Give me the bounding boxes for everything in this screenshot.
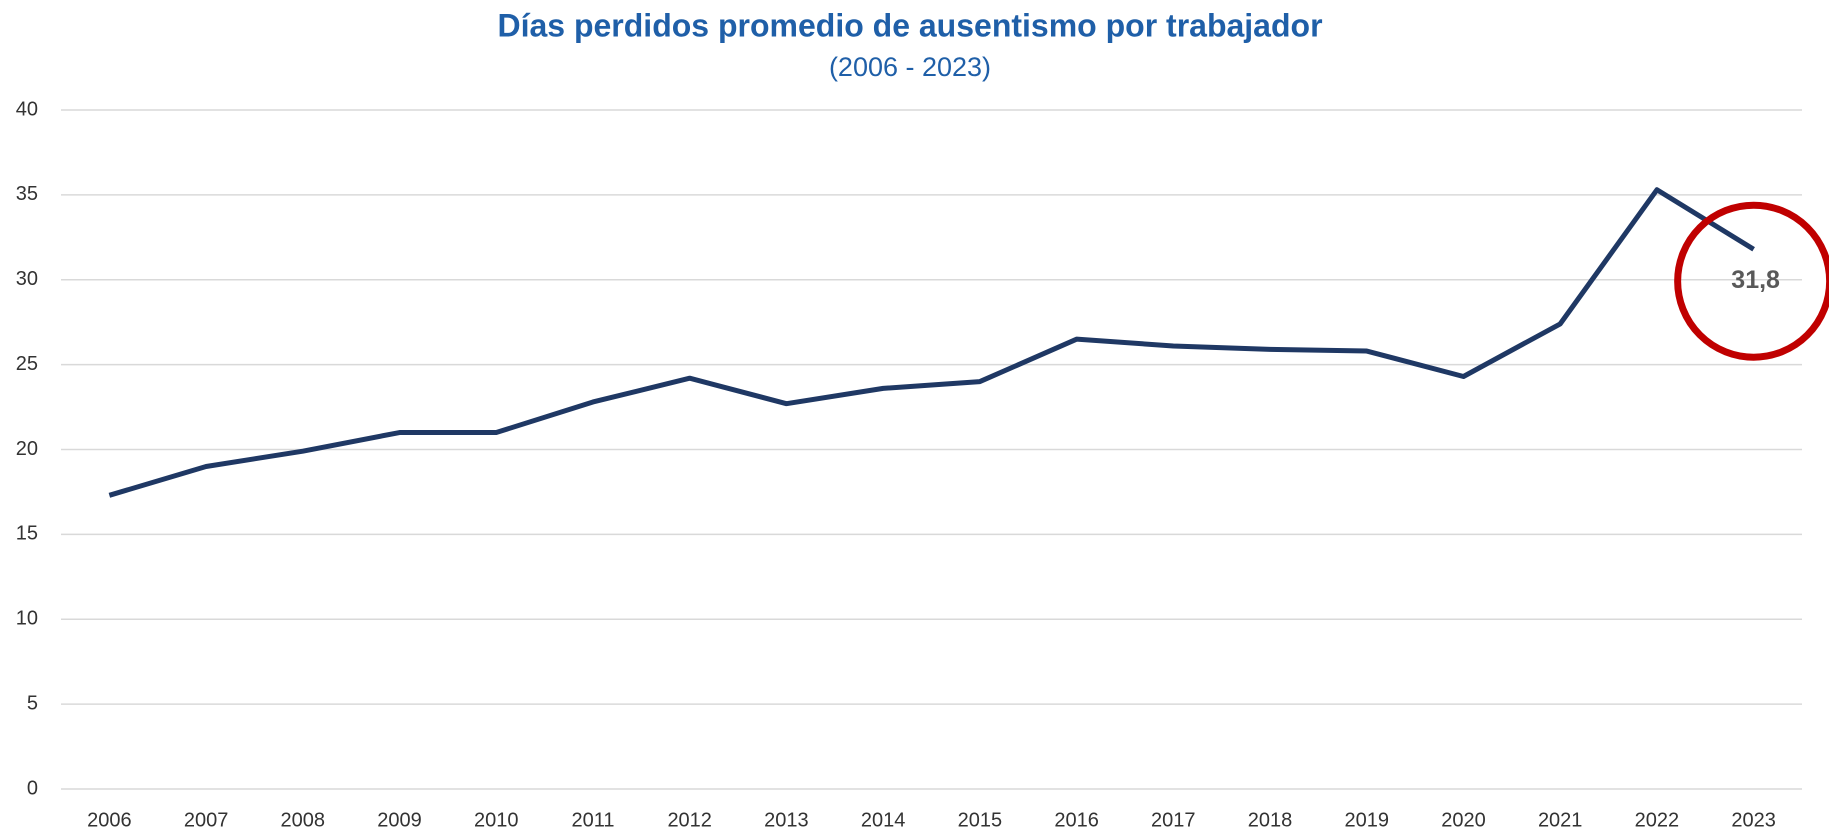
x-tick-label: 2022 [1635, 809, 1680, 830]
y-tick-label: 15 [16, 523, 38, 545]
x-tick-label: 2007 [184, 809, 229, 830]
x-tick-label: 2015 [958, 809, 1003, 830]
x-tick-label: 2019 [1345, 809, 1390, 830]
x-tick-label: 2011 [571, 809, 614, 830]
line-series [108, 187, 1755, 498]
x-tick-label: 2018 [1248, 809, 1293, 830]
chart-subtitle: (2006 - 2023) [829, 52, 991, 82]
y-tick-label: 20 [16, 438, 38, 460]
highlight-circle [1674, 201, 1829, 361]
data-label: 31,8 [1731, 266, 1780, 294]
x-tick-label: 2013 [764, 809, 809, 830]
y-tick-label: 10 [16, 608, 38, 630]
y-tick-label: 30 [16, 268, 38, 290]
x-tick-label: 2021 [1538, 809, 1583, 830]
x-tick-label: 2012 [667, 809, 712, 830]
x-tick-label: 2020 [1441, 809, 1486, 830]
x-tick-label: 2010 [474, 809, 519, 830]
x-tick-label: 2008 [281, 809, 326, 830]
y-tick-label: 25 [16, 353, 38, 375]
x-tick-label: 2017 [1151, 809, 1196, 830]
x-tick-label: 2023 [1731, 809, 1776, 830]
y-tick-label: 40 [16, 98, 38, 120]
x-tick-label: 2014 [861, 809, 906, 830]
y-tick-label: 0 [27, 777, 38, 799]
y-tick-label: 5 [27, 692, 38, 714]
y-tick-label: 35 [16, 183, 38, 205]
x-tick-label: 2009 [377, 809, 422, 830]
chart-title: Días perdidos promedio de ausentismo por… [497, 7, 1322, 43]
x-tick-label: 2016 [1054, 809, 1099, 830]
x-tick-label: 2006 [87, 809, 132, 830]
